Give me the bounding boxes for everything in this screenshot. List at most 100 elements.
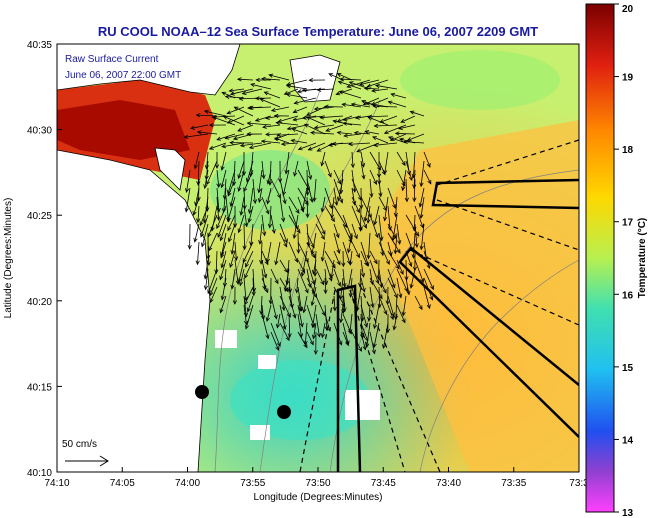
current-vector-head (392, 325, 397, 331)
current-vector (212, 116, 236, 126)
current-vector (209, 277, 218, 296)
current-vector-head (252, 199, 258, 205)
current-vector-head (336, 196, 342, 202)
current-vector-head (369, 193, 374, 198)
current-vector-head (325, 127, 331, 132)
current-vector (209, 286, 218, 303)
y-tick-label: 40:35 (27, 40, 52, 51)
current-vector (388, 101, 407, 108)
current-vector-head (319, 115, 324, 120)
current-vector-head (401, 318, 406, 324)
current-vector (374, 124, 398, 127)
current-vector (355, 115, 371, 119)
current-vector (206, 160, 218, 185)
current-vector-head (286, 312, 291, 318)
current-vector-head (292, 313, 297, 319)
current-vector-head (229, 202, 234, 207)
x-tick-label: 73:50 (305, 478, 330, 489)
current-vector (216, 133, 236, 141)
current-vector-head (331, 141, 337, 146)
current-vector-head (195, 260, 200, 266)
current-vector-head (254, 96, 260, 101)
current-vector-head (209, 291, 214, 297)
current-vector-head (216, 216, 221, 221)
current-vector-head (321, 311, 326, 317)
current-vector-head (229, 91, 235, 96)
current-vector (265, 115, 281, 119)
current-vector-head (266, 179, 271, 185)
current-vector-head (398, 137, 404, 142)
current-vector-head (224, 135, 230, 140)
current-vector-head (367, 317, 372, 322)
current-vector-head (334, 201, 339, 207)
current-vector-head (429, 295, 434, 301)
current-vector-head (192, 210, 197, 216)
current-vector-head (381, 344, 387, 349)
current-vector (266, 304, 272, 322)
current-vector-head (385, 300, 390, 306)
x-tick-label: 74:00 (175, 478, 200, 489)
current-vector (278, 115, 299, 123)
current-vector (312, 277, 317, 294)
overlay-current-time: June 06, 2007 22:00 GMT (65, 70, 181, 81)
current-vector (279, 259, 288, 273)
current-vector-head (300, 272, 305, 277)
current-vector (371, 88, 389, 92)
current-vector-head (257, 188, 262, 194)
current-vector-head (412, 197, 417, 203)
current-vector-head (208, 145, 214, 150)
current-vector (360, 259, 364, 278)
current-vector (242, 88, 263, 95)
current-vector (315, 214, 326, 235)
current-vector (276, 122, 299, 126)
current-vector (333, 120, 353, 126)
current-vector-head (237, 228, 242, 234)
current-vector (223, 187, 227, 213)
current-vector-head (196, 218, 201, 224)
current-vector-head (309, 130, 315, 135)
surface-current-vectors (183, 73, 434, 355)
current-vector-head (332, 119, 338, 124)
current-vector (369, 277, 383, 299)
current-vector (333, 268, 341, 287)
current-vector (279, 277, 289, 292)
current-vector-head (211, 114, 217, 120)
current-vector (306, 160, 312, 180)
current-vector-head (236, 77, 242, 82)
current-vector (281, 142, 299, 145)
current-vector-head (327, 172, 332, 178)
current-vector (279, 223, 288, 243)
current-vector (315, 313, 320, 337)
current-vector (243, 277, 247, 301)
current-vector-head (251, 291, 256, 297)
current-vector-head (222, 115, 228, 120)
current-vector-head (313, 106, 319, 111)
current-vector (303, 295, 308, 313)
current-vector (279, 295, 291, 318)
current-vector (197, 160, 200, 185)
current-vector (259, 223, 263, 244)
current-vector (368, 304, 371, 321)
current-vector (360, 313, 363, 339)
current-vector-head (391, 283, 396, 289)
current-vector-head (270, 107, 276, 112)
current-vector-head (373, 220, 378, 226)
current-vector (261, 214, 266, 236)
current-vector (321, 322, 326, 338)
current-vector-head (418, 202, 423, 208)
current-vector (298, 142, 317, 150)
current-vector (405, 178, 408, 202)
current-vector-head (373, 259, 378, 265)
current-vector (388, 136, 407, 144)
current-vector (423, 169, 432, 184)
current-vector (351, 241, 360, 258)
current-vector-head (228, 88, 234, 93)
current-vector (378, 277, 387, 294)
current-vector (230, 88, 254, 95)
current-vector-head (336, 260, 341, 266)
current-vector-head (245, 262, 249, 268)
current-vector-head (232, 300, 237, 305)
current-vector (225, 133, 245, 139)
current-vector-head (366, 218, 371, 224)
current-vector (332, 142, 353, 145)
